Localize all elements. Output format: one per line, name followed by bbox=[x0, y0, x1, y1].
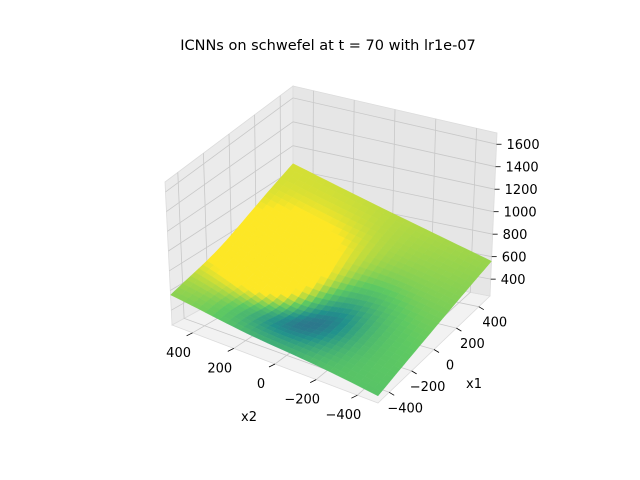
grid-line-z bbox=[167, 145, 495, 232]
x2-axis-label: x2 bbox=[241, 410, 257, 425]
x2-tick-label: −200 bbox=[284, 393, 320, 408]
x2-tick bbox=[227, 348, 234, 352]
x1-tick bbox=[411, 370, 417, 375]
x1-tick-label: 200 bbox=[460, 337, 485, 352]
x2-tick bbox=[351, 394, 358, 399]
x1-tick-label: 400 bbox=[482, 316, 507, 331]
x1-tick-label: −400 bbox=[387, 401, 423, 416]
z-tick-label: 1200 bbox=[505, 183, 538, 198]
z-tick-label: 1400 bbox=[506, 161, 539, 176]
x1-tick bbox=[388, 391, 395, 396]
x2-tick-label: 0 bbox=[257, 377, 265, 392]
x1-tick bbox=[478, 306, 485, 311]
x1-axis-label: x1 bbox=[466, 377, 482, 392]
grid-line-z bbox=[166, 121, 496, 212]
surface-facet bbox=[370, 387, 383, 397]
x2-tick-label: −400 bbox=[326, 408, 362, 423]
z-tick-label: 400 bbox=[501, 273, 526, 288]
x1-tick-label: −200 bbox=[410, 380, 446, 395]
z-tick-label: 1600 bbox=[507, 138, 540, 153]
grid-line-z bbox=[165, 97, 497, 193]
x1-tick bbox=[433, 349, 440, 353]
x2-tick bbox=[310, 379, 317, 383]
x2-tick bbox=[268, 363, 276, 368]
chart-title: ICNNs on schwefel at t = 70 with lr1e-07 bbox=[180, 38, 476, 54]
surface-plot bbox=[170, 163, 492, 397]
x2-tick-label: 400 bbox=[166, 346, 191, 361]
z-tick-label: 800 bbox=[503, 228, 528, 243]
x2-tick bbox=[186, 332, 193, 337]
x2-tick-label: 200 bbox=[207, 361, 232, 376]
z-tick-label: 600 bbox=[502, 251, 527, 266]
grid-line-x1 bbox=[177, 172, 390, 393]
x1-tick bbox=[456, 327, 462, 332]
x1-tick-label: 0 bbox=[446, 359, 454, 374]
z-tick-label: 1000 bbox=[504, 206, 537, 221]
